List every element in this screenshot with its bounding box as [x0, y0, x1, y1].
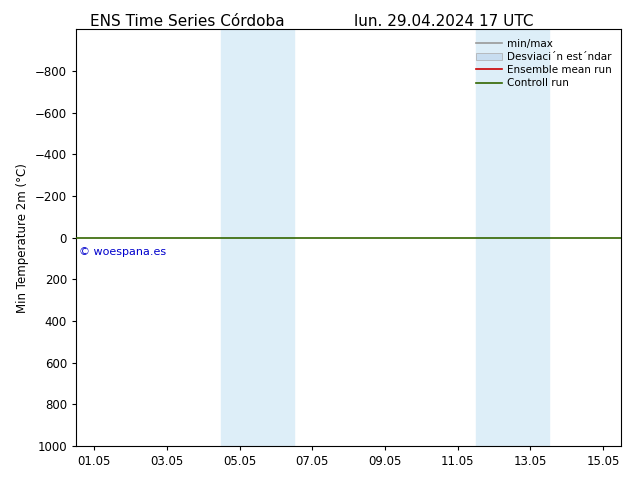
- Bar: [476, 29, 548, 446]
- Text: lun. 29.04.2024 17 UTC: lun. 29.04.2024 17 UTC: [354, 14, 534, 29]
- Text: © woespana.es: © woespana.es: [79, 247, 166, 257]
- Text: ENS Time Series Córdoba: ENS Time Series Córdoba: [90, 14, 284, 29]
- Y-axis label: Min Temperature 2m (°C): Min Temperature 2m (°C): [16, 163, 29, 313]
- Bar: [221, 29, 294, 446]
- Legend: min/max, Desviaci´n est´ndar, Ensemble mean run, Controll run: min/max, Desviaci´n est´ndar, Ensemble m…: [472, 35, 616, 92]
